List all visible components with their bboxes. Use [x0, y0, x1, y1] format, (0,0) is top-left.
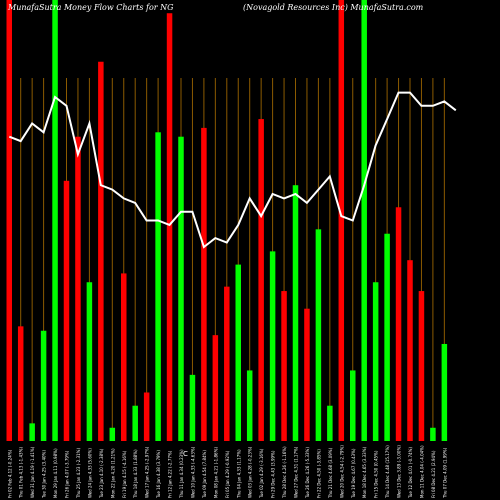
money-flow-bar [143, 392, 150, 441]
x-tick-label: Thu 11 Jan 4.34 (0.23%) [179, 449, 184, 499]
money-flow-bar [201, 127, 207, 441]
money-flow-bar [430, 427, 436, 441]
x-tick-label: Wed 03 Jan 4.28 (-0.23%) [248, 446, 253, 498]
money-flow-bar [212, 335, 219, 441]
chart-title-right: (Novagold Resources Inc) MunafaSutra.com [243, 3, 424, 12]
x-tick-label: Wed 27 Dec 4.31 (1.17%) [294, 446, 299, 498]
x-tick-label: Thu 25 Jan 4.23 (-2.31%) [76, 448, 81, 499]
x-tick-label: Wed 17 Jan 4.25 (-2.97%) [145, 446, 150, 498]
x-tick-label: Fri 22 Dec 4.50 (-3.85%) [316, 449, 321, 498]
x-tick-label: Thu 01 Feb 4.13 (-1.43%) [19, 447, 24, 499]
x-tick-label: Wed 31 Jan 4.19 (-1.41%) [30, 446, 35, 498]
money-flow-bar [224, 286, 230, 441]
x-tick-label: Wed 24 Jan 4.33 (5.60%) [87, 448, 92, 498]
x-tick-label: Fri 02 Feb 4.12 (-0.24%) [7, 449, 12, 498]
x-tick-label: Wed 20 Dec 4.54 (-2.79%) [339, 445, 344, 498]
x-tick-label: Thu 07 Dec 4.09 (1.99%) [442, 447, 447, 499]
money-flow-bar [407, 260, 413, 441]
money-flow-bar [338, 0, 345, 441]
flow-line-series [8, 91, 457, 249]
money-flow-bar [86, 282, 93, 441]
flow-line [8, 91, 457, 249]
money-flow-bar [132, 405, 138, 441]
x-tick-label: Fri 05 Jan 4.29 (-0.92%) [225, 450, 230, 498]
money-flow-bar [246, 370, 253, 441]
x-tick-label: Fri 29 Dec 4.43 (3.99%) [271, 450, 276, 498]
x-tick-label: Tue 02 Jan 4.29 (-3.16%) [259, 448, 264, 499]
money-flow-bar [235, 264, 241, 441]
x-tick-label: Mon 18 Dec 4.65 (3.33%) [362, 446, 367, 498]
money-flow-bar [395, 207, 402, 441]
money-flow-bar [75, 136, 81, 441]
x-tick-label: Fri 08 Dec 4.21 (2.94%) [431, 450, 436, 498]
x-tick-label: Tue 26 Dec 4.26 (-5.33%) [305, 447, 310, 499]
money-flow-bar [269, 251, 276, 441]
center-label: C [183, 450, 188, 458]
money-flow-bar [6, 0, 12, 441]
money-flow-bar [189, 374, 196, 441]
x-tick-label: Fri 12 Jan 4.22 (-2.77%) [168, 450, 173, 498]
money-flow-bar [304, 308, 310, 441]
x-tick-label: Fri 26 Jan 4.07 (-3.79%) [65, 450, 70, 498]
x-tick-label: Thu 21 Dec 4.68 (3.09%) [328, 447, 333, 499]
x-tick-label: Thu 04 Jan 4.33 (1.17%) [236, 449, 241, 499]
x-tick-label: Tue 09 Jan 4.54 (7.84%) [202, 450, 207, 499]
x-tick-label: Tue 16 Jan 4.38 (3.79%) [156, 450, 161, 499]
money-flow-bar [350, 370, 356, 441]
money-flow-bar [315, 229, 322, 441]
money-flow-bar [109, 427, 116, 441]
money-flow-bar [281, 291, 287, 441]
money-flow-bar [29, 423, 35, 441]
x-tick-label: Mon 29 Jan 4.11 (0.98%) [53, 448, 58, 498]
x-tick-label: Mon 22 Jan 4.20 (1.21%) [110, 448, 115, 498]
x-tick-labels: Fri 02 Feb 4.12 (-0.24%) Thu 01 Feb 4.13 … [7, 445, 447, 499]
x-tick-label: Mon 08 Jan 4.21 (-1.86%) [213, 447, 218, 498]
chart-title-left: MunafaSutra Money Flow Charts for NG [8, 3, 174, 12]
x-tick-label: Wed 13 Dec 3.89 (-3.00%) [397, 445, 402, 498]
x-tick-label: Tue 19 Dec 4.67 (0.43%) [351, 448, 356, 499]
money-flow-bar [17, 326, 24, 441]
x-tick-label: Wed 10 Jan 4.33 (-4.63%) [190, 446, 195, 498]
x-tick-label: Tue 12 Dec 4.01 (-0.74%) [408, 447, 413, 499]
money-flow-bar [372, 282, 379, 441]
bar-series [6, 0, 448, 442]
money-flow-bar [166, 13, 173, 441]
money-flow-bar [418, 291, 425, 441]
money-flow-bar [52, 0, 58, 441]
x-tick-label: Mon 11 Dec 4.04 (-4.04%) [419, 445, 424, 498]
x-tick-label: Tue 23 Jan 4.10 (-2.38%) [99, 448, 104, 499]
money-flow-bar [327, 405, 333, 441]
money-flow-bar [98, 61, 104, 442]
money-flow-bar [63, 180, 70, 441]
money-flow-bar [178, 136, 184, 441]
money-flow-bar [258, 119, 264, 441]
money-flow-bar [155, 132, 161, 442]
money-flow-bar [121, 273, 127, 441]
x-tick-label: Tue 30 Jan 4.25 (3.40%) [42, 450, 47, 499]
x-tick-label: Thu 18 Jan 4.33 (1.88%) [133, 449, 138, 499]
x-tick-label: Thu 14 Dec 4.48 (15.17%) [385, 445, 390, 499]
x-tick-label: Fri 15 Dec 4.50 (0.45%) [374, 450, 379, 498]
x-tick-label: Fri 19 Jan 4.15 (-4.16%) [122, 450, 127, 498]
money-flow-bar [361, 0, 367, 441]
x-tick-label: Thu 28 Dec 4.26 (-1.16%) [282, 446, 287, 499]
money-flow-bar [441, 343, 448, 441]
money-flow-bar [40, 330, 47, 441]
money-flow-bar [292, 185, 299, 441]
money-flow-bar [384, 233, 390, 441]
